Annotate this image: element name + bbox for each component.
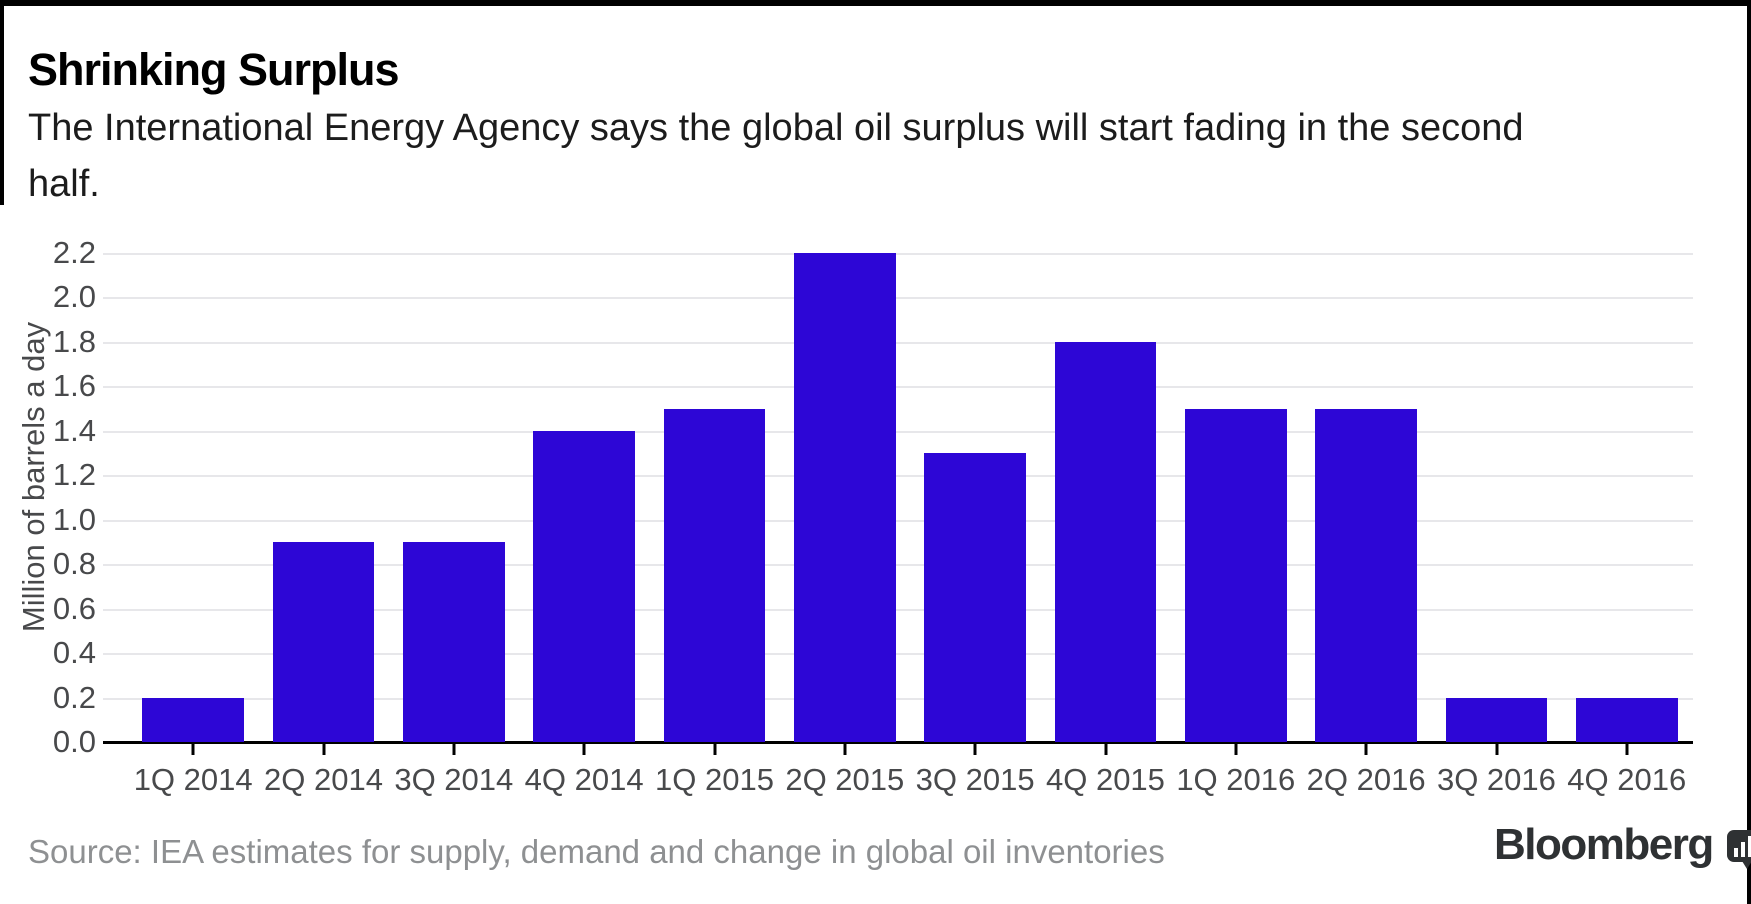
bloomberg-wordmark: Bloomberg xyxy=(1494,820,1714,869)
x-tick-label: 1Q 2015 xyxy=(655,762,774,797)
bar-band xyxy=(1562,253,1692,742)
bar xyxy=(663,408,766,742)
x-tick xyxy=(1364,744,1368,755)
x-tick-label: 1Q 2014 xyxy=(133,762,253,797)
bar-band xyxy=(1301,253,1431,742)
bar-band xyxy=(519,253,649,742)
x-tick-label: 3Q 2016 xyxy=(1436,762,1556,797)
bar-band xyxy=(1171,253,1301,742)
x-tick xyxy=(452,744,456,755)
x-tick-label: 1Q 2016 xyxy=(1176,762,1296,797)
subtitle-line-2: half. xyxy=(28,163,100,205)
x-tick xyxy=(1495,744,1498,755)
x-tick-label: 2Q 2015 xyxy=(785,762,905,797)
bar-band xyxy=(1040,253,1170,742)
source-note: Source: IEA estimates for supply, demand… xyxy=(28,833,1165,870)
y-axis-tick-labels: 2.2 2.0 1.8 1.6 1.4 1.2 1.0 0.8 0.6 0.4 0.2 0.0 xyxy=(0,236,96,759)
x-tick xyxy=(582,744,586,755)
plot-area xyxy=(103,253,1693,744)
bar xyxy=(1054,341,1157,742)
x-tick-label: 3Q 2014 xyxy=(394,762,514,797)
y-tick-label: 2.0 xyxy=(52,279,96,315)
y-tick-label: 0.2 xyxy=(52,679,96,715)
gridline xyxy=(103,697,1693,700)
x-tick xyxy=(1104,744,1107,755)
subtitle-line-1: The International Energy Agency says the… xyxy=(28,107,1524,149)
x-tick-label: 3Q 2015 xyxy=(915,762,1035,797)
x-axis-ticks xyxy=(128,744,1692,758)
bar xyxy=(403,541,505,742)
y-tick-label: 1.4 xyxy=(52,412,96,448)
x-tick xyxy=(973,744,977,755)
bar-band xyxy=(910,253,1040,742)
bar xyxy=(533,430,635,742)
gridline xyxy=(103,608,1693,611)
x-tick-label: 4Q 2014 xyxy=(524,762,644,797)
bar xyxy=(272,541,375,742)
y-tick-label: 0.6 xyxy=(52,590,96,626)
bar-band xyxy=(649,253,779,742)
x-tick xyxy=(713,744,716,755)
frame-border-left xyxy=(0,0,4,205)
y-tick-label: 0.8 xyxy=(52,546,96,582)
y-tick-label: 1.8 xyxy=(52,323,96,359)
bar-series xyxy=(128,253,1692,742)
frame-border-top xyxy=(0,0,1751,6)
y-tick-label: 0.0 xyxy=(52,724,96,759)
gridline xyxy=(103,297,1693,300)
bloomberg-logo: Bloomberg xyxy=(1494,820,1751,870)
gridline xyxy=(103,564,1693,567)
bar xyxy=(793,253,896,742)
x-axis-labels: 1Q 2014 2Q 2014 3Q 2014 4Q 2014 1Q 2015 2Q 20… xyxy=(128,762,1692,798)
bar-band xyxy=(389,253,519,742)
gridline xyxy=(103,341,1693,344)
bar-band xyxy=(128,253,258,742)
bar xyxy=(142,697,244,742)
gridline xyxy=(103,475,1693,478)
x-tick-label: 2Q 2016 xyxy=(1306,762,1426,797)
x-tick-label: 4Q 2015 xyxy=(1045,762,1165,797)
gridline xyxy=(103,386,1693,389)
bar-chart-bubble-icon xyxy=(1726,830,1751,862)
y-tick-label: 0.4 xyxy=(52,635,96,671)
bar-band xyxy=(258,253,388,742)
gridline xyxy=(103,253,1693,255)
bar-band xyxy=(780,253,910,742)
bar-band xyxy=(1431,253,1561,742)
x-tick xyxy=(1234,744,1238,755)
bar xyxy=(1445,697,1548,742)
y-tick-label: 1.0 xyxy=(52,501,96,537)
x-tick-label: 4Q 2016 xyxy=(1567,762,1687,797)
x-tick-label: 2Q 2014 xyxy=(264,762,383,797)
y-tick-label: 1.6 xyxy=(52,368,96,404)
icon-bar xyxy=(1741,842,1746,857)
bar xyxy=(1575,697,1678,742)
x-tick xyxy=(322,744,325,755)
bar xyxy=(924,453,1026,742)
gridline xyxy=(103,653,1693,656)
gridline xyxy=(103,519,1693,522)
chart-title: Shrinking Surplus xyxy=(28,44,400,95)
icon-bar xyxy=(1734,848,1739,857)
frame-border-right xyxy=(1747,0,1751,904)
y-tick-label: 1.2 xyxy=(52,457,96,493)
gridline xyxy=(103,430,1693,433)
bar xyxy=(1184,408,1287,742)
icon-bar xyxy=(1748,836,1751,857)
x-axis-line xyxy=(103,741,1693,744)
y-tick-label: 2.2 xyxy=(52,235,96,270)
x-tick xyxy=(843,744,847,755)
bar xyxy=(1315,408,1417,742)
x-tick xyxy=(1625,744,1629,755)
x-tick xyxy=(191,744,195,755)
chart-subtitle: The International Energy Agency says the… xyxy=(28,100,1524,212)
